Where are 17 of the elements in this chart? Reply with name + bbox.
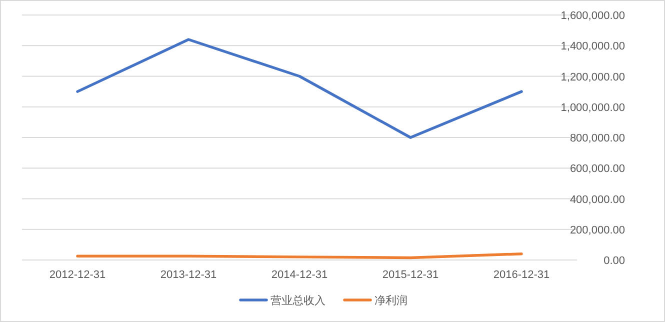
legend-label: 营业总收入 bbox=[270, 294, 326, 307]
line-series bbox=[76, 38, 523, 139]
y-tick-label: 0.00 bbox=[604, 255, 625, 267]
x-tick-label: 2013-12-31 bbox=[160, 269, 217, 281]
y-tick-label: 1,200,000.00 bbox=[560, 71, 625, 84]
y-tick-label: 1,400,000.00 bbox=[560, 40, 625, 53]
x-tick-label: 2012-12-31 bbox=[49, 269, 106, 281]
x-tick-label: 2014-12-31 bbox=[271, 269, 328, 281]
x-tick-label: 2016-12-31 bbox=[493, 269, 550, 281]
y-tick-label: 800,000.00 bbox=[570, 132, 625, 144]
x-tick-label: 2015-12-31 bbox=[382, 269, 439, 281]
y-tick-label: 1,000,000.00 bbox=[560, 102, 625, 114]
legend-label: 净利润 bbox=[374, 294, 408, 307]
y-tick-label: 400,000.00 bbox=[570, 194, 625, 206]
y-tick-label: 600,000.00 bbox=[570, 163, 625, 176]
y-tick-label: 1,600,000.00 bbox=[560, 10, 625, 22]
y-tick-label: 200,000.00 bbox=[570, 224, 625, 236]
